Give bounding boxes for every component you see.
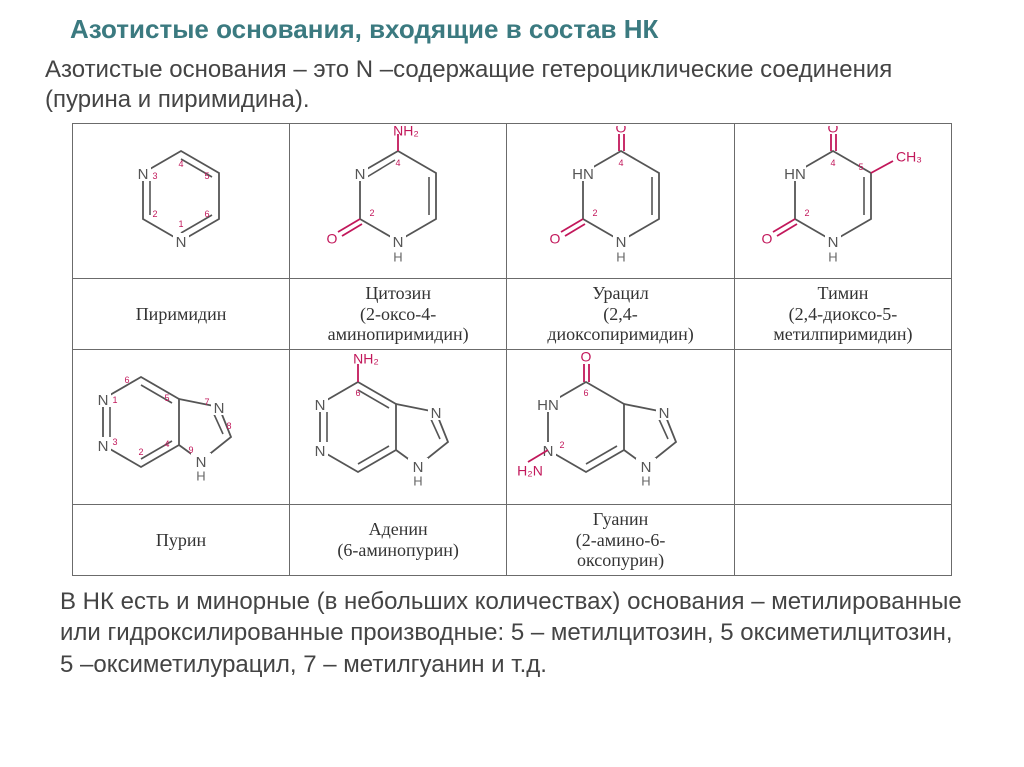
label-empty: [734, 505, 951, 576]
struct-guanine: HN N N N H O H₂N 6 2: [507, 350, 735, 505]
svg-text:N: N: [393, 234, 404, 251]
subtitle-text: Азотистые основания – это N –содержащие …: [45, 55, 979, 115]
svg-text:N: N: [615, 234, 626, 251]
svg-text:H: H: [616, 249, 625, 264]
svg-text:N: N: [658, 405, 669, 422]
svg-text:8: 8: [227, 421, 232, 431]
svg-text:4: 4: [179, 159, 184, 169]
label-cytosine: Цитозин (2-оксо-4- аминопиримидин): [290, 279, 507, 350]
svg-text:3: 3: [113, 437, 118, 447]
struct-thymine: N H HN O O CH₃ 2 4 5: [734, 124, 951, 279]
svg-text:4: 4: [165, 439, 170, 449]
svg-text:H: H: [393, 249, 402, 264]
page-title: Азотистые основания, входящие в состав Н…: [70, 14, 1004, 45]
svg-text:H: H: [196, 469, 205, 484]
svg-text:N: N: [138, 166, 149, 183]
svg-text:N: N: [98, 392, 109, 409]
svg-text:6: 6: [356, 388, 361, 398]
struct-empty: [734, 350, 951, 505]
svg-text:N: N: [98, 438, 109, 455]
svg-text:4: 4: [396, 158, 401, 168]
svg-text:N: N: [176, 234, 187, 251]
svg-text:H: H: [641, 474, 650, 489]
svg-text:2: 2: [153, 209, 158, 219]
svg-text:NH₂: NH₂: [353, 352, 379, 367]
svg-text:N: N: [431, 405, 442, 422]
svg-text:1: 1: [113, 395, 118, 405]
svg-text:O: O: [580, 352, 591, 365]
svg-text:O: O: [827, 126, 838, 136]
struct-uracil: N H HN O O 2 4: [507, 124, 735, 279]
struct-purine: N N N N H 1 6 5 4 3 2 7 8 9: [73, 350, 290, 505]
svg-text:O: O: [615, 126, 626, 136]
svg-text:4: 4: [618, 158, 623, 168]
svg-text:7: 7: [205, 397, 210, 407]
label-uracil: Урацил (2,4- диоксопиримидин): [507, 279, 735, 350]
svg-text:6: 6: [583, 388, 588, 398]
struct-adenine: N N N N H NH₂ 6: [290, 350, 507, 505]
svg-text:H₂N: H₂N: [517, 463, 543, 479]
svg-text:3: 3: [153, 171, 158, 181]
svg-text:H: H: [413, 474, 422, 489]
svg-text:2: 2: [592, 208, 597, 218]
svg-text:NH₂: NH₂: [393, 126, 419, 139]
svg-text:N: N: [828, 234, 839, 251]
svg-text:N: N: [315, 397, 326, 414]
label-pyrimidine: Пиримидин: [73, 279, 290, 350]
svg-text:1: 1: [179, 219, 184, 229]
svg-text:HN: HN: [537, 397, 559, 414]
svg-text:CH₃: CH₃: [896, 149, 922, 165]
struct-pyrimidine: N N 1 2 3 4 5 6: [73, 124, 290, 279]
footnote-text: В НК есть и минорные (в небольших количе…: [60, 586, 964, 680]
svg-text:N: N: [355, 166, 366, 183]
label-adenine: Аденин (6-аминопурин): [290, 505, 507, 576]
svg-text:4: 4: [830, 158, 835, 168]
svg-text:HN: HN: [784, 166, 806, 183]
struct-cytosine: N H N O NH₂ 2 4: [290, 124, 507, 279]
svg-text:H: H: [828, 249, 837, 264]
svg-text:6: 6: [205, 209, 210, 219]
svg-text:2: 2: [559, 440, 564, 450]
svg-text:N: N: [315, 443, 326, 460]
svg-text:2: 2: [139, 447, 144, 457]
svg-text:HN: HN: [572, 166, 594, 183]
svg-text:O: O: [549, 231, 560, 247]
svg-text:O: O: [761, 231, 772, 247]
svg-text:5: 5: [858, 162, 863, 172]
bases-table: N N 1 2 3 4 5 6 N H: [72, 123, 952, 576]
label-guanine: Гуанин (2-амино-6- оксопурин): [507, 505, 735, 576]
svg-text:2: 2: [804, 208, 809, 218]
svg-text:5: 5: [165, 393, 170, 403]
svg-text:O: O: [327, 231, 338, 247]
label-thymine: Тимин (2,4-диоксо-5- метилпиримидин): [734, 279, 951, 350]
svg-text:5: 5: [205, 171, 210, 181]
svg-text:N: N: [214, 400, 225, 417]
label-purine: Пурин: [73, 505, 290, 576]
svg-text:9: 9: [189, 445, 194, 455]
svg-text:2: 2: [370, 208, 375, 218]
svg-text:6: 6: [125, 375, 130, 385]
